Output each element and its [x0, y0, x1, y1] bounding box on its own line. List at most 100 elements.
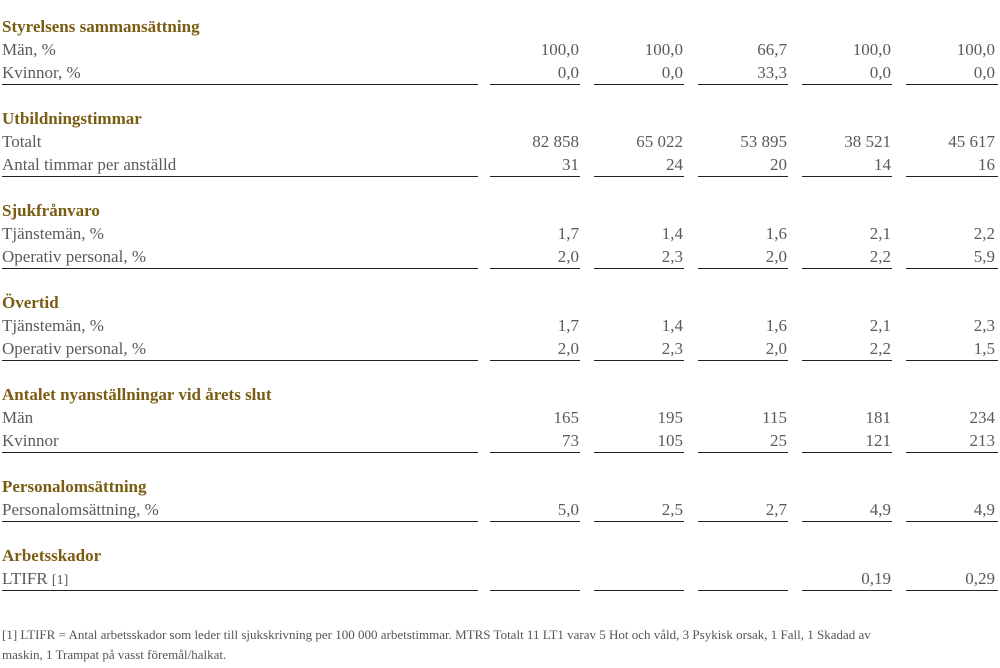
row-label: Personalomsättning, %: [2, 499, 159, 521]
value-cell: 181: [865, 408, 892, 427]
value-cell: 16: [978, 155, 995, 174]
section-divider: [594, 268, 684, 269]
value-cell: 115: [762, 408, 787, 427]
value-cell: 0,29: [965, 569, 995, 588]
value-cell: 2,0: [557, 339, 579, 358]
value-cell: 2,0: [765, 247, 787, 266]
table-row: Kvinnor, % 0,0 0,0 33,3 0,0 0,0: [2, 62, 1000, 85]
value-cell: 1,4: [661, 224, 683, 243]
value-cell: 234: [969, 408, 996, 427]
value-cell: 0,0: [869, 63, 891, 82]
row-label: Tjänstemän, %: [2, 315, 104, 337]
section-divider: [698, 268, 788, 269]
value-cell: 14: [874, 155, 891, 174]
value-cell: 2,3: [661, 339, 683, 358]
value-cell: 2,5: [661, 500, 683, 519]
value-cell: 0,19: [861, 569, 891, 588]
value-cell: 100,0: [852, 40, 891, 59]
value-cell: 213: [969, 431, 996, 450]
value-cell: 2,2: [869, 247, 891, 266]
row-label: Tjänstemän, %: [2, 223, 104, 245]
section-title: Styrelsens sammansättning: [2, 17, 200, 36]
table-row: LTIFR [1] 0,19 0,29: [2, 568, 1000, 591]
section-divider: [490, 84, 580, 85]
section-divider: [490, 360, 580, 361]
section-divider: [490, 268, 580, 269]
section-divider: [802, 84, 892, 85]
row-label: LTIFR [1]: [2, 568, 68, 592]
value-cell: 66,7: [757, 40, 787, 59]
row-label-text: Tjänstemän, %: [2, 316, 104, 335]
table-row: Personalomsättning, % 5,0 2,5 2,7 4,9 4,9: [2, 499, 1000, 522]
section-divider: [802, 590, 892, 591]
value-cell: 45 617: [948, 132, 995, 151]
footnote-ref: [1]: [51, 573, 69, 588]
value-cell: 1,6: [765, 224, 787, 243]
section-divider: [906, 590, 998, 591]
row-label-text: Operativ personal, %: [2, 247, 146, 266]
row-label-text: LTIFR: [2, 569, 48, 588]
row-label: Operativ personal, %: [2, 338, 146, 360]
section-title: Antalet nyanställningar vid årets slut: [2, 385, 272, 404]
value-cell: 5,9: [973, 247, 995, 266]
value-cell: 65 022: [636, 132, 683, 151]
value-cell: 100,0: [956, 40, 995, 59]
value-cell: 2,2: [869, 339, 891, 358]
row-label: Kvinnor, %: [2, 62, 81, 84]
section-divider: [2, 84, 478, 85]
row-label-text: Kvinnor, %: [2, 63, 81, 82]
section-title: Personalomsättning: [2, 477, 147, 496]
section-title: Arbetsskador: [2, 546, 102, 565]
section-divider: [594, 590, 684, 591]
section-divider: [490, 590, 580, 591]
value-cell: 0,0: [557, 63, 579, 82]
section-divider: [906, 176, 998, 177]
table-row: Män, % 100,0 100,0 66,7 100,0 100,0: [2, 39, 1000, 62]
value-cell: 1,5: [973, 339, 995, 358]
section-divider: [802, 521, 892, 522]
value-cell: 100,0: [644, 40, 683, 59]
value-cell: 2,1: [869, 316, 891, 335]
value-cell: 121: [865, 431, 892, 450]
row-label-text: Män, %: [2, 40, 56, 59]
row-label-text: Totalt: [2, 132, 42, 151]
value-cell: 1,6: [765, 316, 787, 335]
table-row: Totalt 82 858 65 022 53 895 38 521 45 617: [2, 131, 1000, 154]
table-row: Tjänstemän, % 1,7 1,4 1,6 2,1 2,3: [2, 315, 1000, 338]
row-label: Män, %: [2, 39, 56, 61]
section-divider: [2, 360, 478, 361]
row-label: Operativ personal, %: [2, 246, 146, 268]
value-cell: 24: [666, 155, 683, 174]
row-label: Kvinnor: [2, 430, 59, 452]
value-cell: 25: [770, 431, 787, 450]
value-cell: 1,4: [661, 316, 683, 335]
section-divider: [2, 521, 478, 522]
row-label-text: Personalomsättning, %: [2, 500, 159, 519]
section-divider: [2, 268, 478, 269]
section-divider: [906, 84, 998, 85]
value-cell: 53 895: [740, 132, 787, 151]
section-divider: [594, 84, 684, 85]
section-divider: [490, 452, 580, 453]
value-cell: 1,7: [557, 224, 579, 243]
table-row: Män 165 195 115 181 234: [2, 407, 1000, 430]
row-label-text: Män: [2, 408, 34, 427]
row-label: Totalt: [2, 131, 41, 153]
section-divider: [490, 176, 580, 177]
value-cell: 195: [657, 408, 684, 427]
value-cell: 2,3: [973, 316, 995, 335]
section-divider: [906, 452, 998, 453]
value-cell: 2,7: [765, 500, 787, 519]
value-cell: 2,1: [869, 224, 891, 243]
value-cell: 2,0: [765, 339, 787, 358]
value-cell: 100,0: [540, 40, 579, 59]
section-divider: [698, 590, 788, 591]
value-cell: 38 521: [844, 132, 891, 151]
section-divider: [698, 176, 788, 177]
value-cell: 2,3: [661, 247, 683, 266]
section-divider: [698, 360, 788, 361]
section-divider: [802, 176, 892, 177]
section-divider: [698, 521, 788, 522]
section-divider: [698, 84, 788, 85]
value-cell: 73: [562, 431, 579, 450]
